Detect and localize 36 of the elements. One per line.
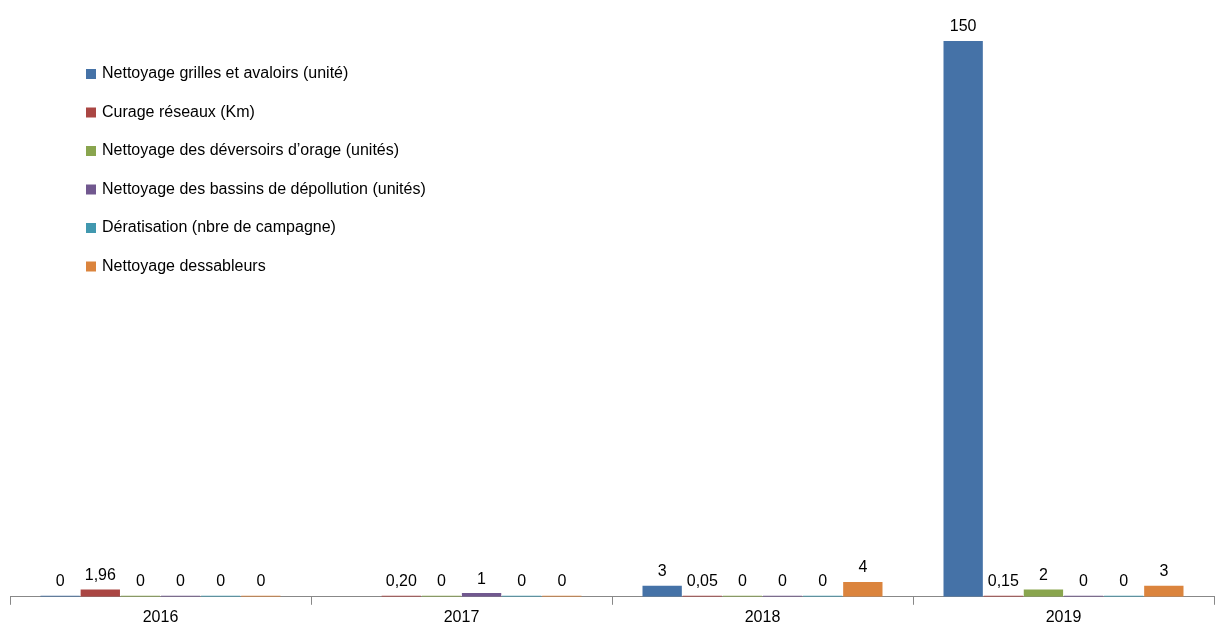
data-label: 0: [778, 572, 788, 590]
data-label: 4: [858, 558, 868, 576]
data-label: 0: [1079, 572, 1089, 590]
x-tick-label: 2018: [744, 607, 781, 625]
data-label: 0: [436, 572, 446, 590]
data-label: 0,20: [385, 572, 417, 590]
data-label: 0: [176, 572, 186, 590]
bar: [943, 41, 983, 597]
legend-label: Dératisation (nbre de campagne): [102, 218, 336, 236]
data-label: 0: [737, 572, 747, 590]
data-label: 2: [1038, 565, 1048, 583]
data-label: 0: [256, 572, 266, 590]
data-label: 0: [135, 572, 145, 590]
data-label: 0,05: [686, 572, 718, 590]
legend-label: Nettoyage des déversoirs d’orage (unités): [102, 141, 400, 159]
legend-label: Nettoyage des bassins de dépollution (unités): [102, 179, 426, 197]
x-tick-label: 2017: [443, 607, 480, 625]
data-label: 1: [477, 569, 487, 587]
data-label: 0: [1119, 572, 1129, 590]
x-tick-label: 2016: [142, 607, 179, 625]
data-label: 0,15: [987, 572, 1019, 590]
data-label: 0: [557, 572, 567, 590]
legend-label: Nettoyage dessableurs: [102, 256, 266, 274]
legend-label: Nettoyage grilles et avaloirs (unité): [102, 64, 349, 82]
data-label: 3: [657, 562, 667, 580]
data-label: 0: [818, 572, 828, 590]
data-label: 0: [216, 572, 226, 590]
data-label: 3: [1159, 562, 1169, 580]
x-tick-label: 2019: [1045, 607, 1082, 625]
data-label: 1,96: [84, 565, 116, 583]
bar: [843, 581, 883, 597]
data-label: 150: [949, 17, 977, 35]
bar: [1023, 589, 1064, 597]
legend-label: Curage réseaux (Km): [102, 102, 255, 120]
data-label: 0: [55, 572, 65, 590]
data-label: 0: [517, 572, 527, 590]
